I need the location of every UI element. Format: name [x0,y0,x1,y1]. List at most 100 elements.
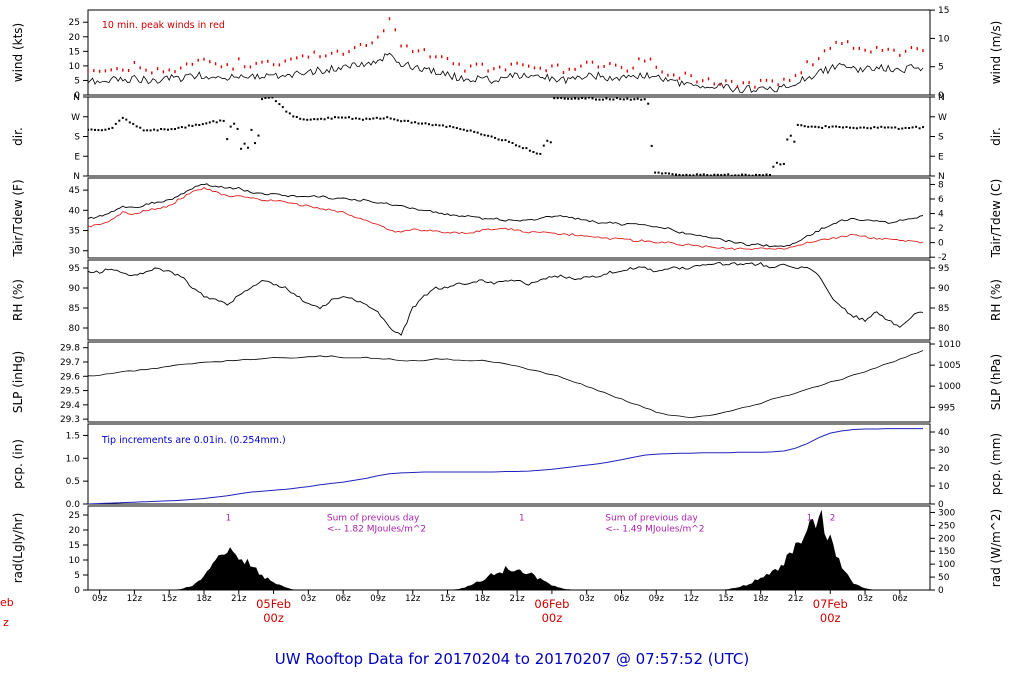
pcp-pcp-trace [88,428,923,504]
temp-series-group [88,183,924,251]
dir-wind-dir-dot [274,100,277,103]
wind-wind-peak-mark [731,79,733,83]
wind-wind-peak-mark [847,40,849,44]
wind-wind-peak-mark [319,55,321,59]
slp-slp-trace [88,350,924,419]
dir-ylabel-left: dir. [11,127,25,146]
wind-wind-peak-mark [818,57,820,61]
wind-wind-peak-mark [823,49,826,53]
wind-wind-peak-mark [794,73,797,77]
wind-wind-peak-mark [203,57,205,61]
dir-wind-dir-dot [396,119,399,122]
dir-wind-dir-dot [922,126,924,129]
x-tick-label: 09z [649,594,665,604]
wind-wind-peak-mark [296,56,298,60]
pcp-panel-border [87,423,931,505]
wind-wind-peak-mark [197,58,199,62]
dir-wind-dir-dot [824,125,827,128]
chart-title: UW Rooftop Data for 20170204 to 20170207… [274,650,750,668]
wind-wind-peak-mark [765,78,768,82]
wind-wind-peak-mark [690,74,692,78]
dir-wind-dir-dot [424,122,427,125]
dir-wind-dir-dot [372,117,375,120]
dir-wind-dir-dot [368,118,371,121]
dir-wind-dir-dot [897,127,900,130]
wind-wind-peak-mark [214,62,217,66]
wind-wind-peak-mark [568,67,570,71]
x-date-label: 05Feb [256,597,291,611]
dir-wind-dir-dot [873,126,876,129]
dir-wind-dir-dot [163,128,166,131]
dir-wind-dir-dot [671,173,674,176]
rh-ytick-left-label: 90 [69,284,81,294]
dir-wind-dir-dot [146,129,149,132]
dir-wind-dir-dot [706,174,709,176]
wind-wind-peak-mark [510,62,512,66]
wind-wind-peak-mark [267,59,269,63]
dir-ytick-left-label: S [74,133,80,143]
dir-wind-dir-dot [876,126,879,129]
wind-wind-peak-mark [168,68,170,72]
dir-wind-dir-dot [455,127,458,129]
wind-wind-peak-mark [156,67,159,71]
pcp-ytick-left-label: 1.0 [66,454,81,464]
wind-wind-peak-mark [916,47,918,51]
wind-wind-peak-mark [342,52,344,56]
wind-wind-peak-mark [597,65,599,69]
rad-ytick-right-label: 50 [938,573,950,583]
wind-wind-peak-mark [284,59,286,63]
dir-series-group [88,97,924,176]
dir-wind-dir-dot [302,118,305,121]
wind-wind-peak-mark [899,53,901,57]
temp-ytick-left-label: 35 [69,227,80,237]
wind-wind-peak-mark [922,49,924,53]
dir-wind-dir-dot [915,125,918,128]
x-tick-label: 09z [370,594,386,604]
wind-wind-peak-mark [88,69,89,73]
wind-wind-peak-mark [533,66,536,70]
dir-wind-dir-dot [198,124,201,126]
wind-wind-peak-mark [127,69,130,72]
dir-wind-dir-dot [901,127,904,130]
wind-wind-peak-mark [910,46,913,49]
wind-ytick-left-label: 10 [69,62,81,72]
dir-wind-dir-dot [855,127,858,130]
dir-wind-dir-dot [608,98,611,101]
dir-wind-dir-dot [194,123,197,126]
wind-wind-mean-trace [88,52,924,94]
dir-wind-dir-dot [341,116,343,119]
wind-wind-peak-mark [359,42,362,46]
dir-wind-dir-dot [859,126,862,129]
rad-annotation: <-- 1.82 MJoules/m^2 [327,524,426,534]
dir-wind-dir-dot [748,174,751,176]
dir-wind-dir-dot [835,125,838,128]
dir-wind-dir-dot [400,120,403,123]
dir-wind-dir-dot [267,97,270,99]
dir-wind-dir-dot [226,138,229,141]
dir-wind-dir-dot [452,126,455,129]
dir-wind-dir-dot [716,173,719,176]
x-tick-label: 06z [614,594,630,604]
dir-wind-dir-dot [257,134,260,137]
wind-wind-peak-mark [522,63,524,67]
wind-wind-peak-mark [336,49,339,53]
wind-ylabel-left: wind (kts) [11,23,25,82]
dir-wind-dir-dot [100,129,103,132]
dir-wind-dir-dot [428,123,430,126]
wind-wind-peak-mark [441,55,443,59]
wind-wind-peak-mark [325,54,327,58]
dir-wind-dir-dot [348,116,350,119]
wind-wind-peak-mark [452,62,454,66]
dir-wind-dir-dot [535,152,538,155]
rad-annotation: 1 [226,513,231,523]
dir-wind-dir-dot [793,140,796,143]
temp-ytick-right-label: 2 [938,224,944,234]
dir-wind-dir-dot [250,128,253,131]
dir-wind-dir-dot [88,128,89,131]
dir-wind-dir-dot [254,142,256,145]
rad-ytick-left-label: 5 [74,571,80,581]
wind-wind-peak-mark [475,62,478,66]
wind-wind-peak-mark [829,46,831,50]
rad-ytick-right-label: 0 [938,586,944,596]
